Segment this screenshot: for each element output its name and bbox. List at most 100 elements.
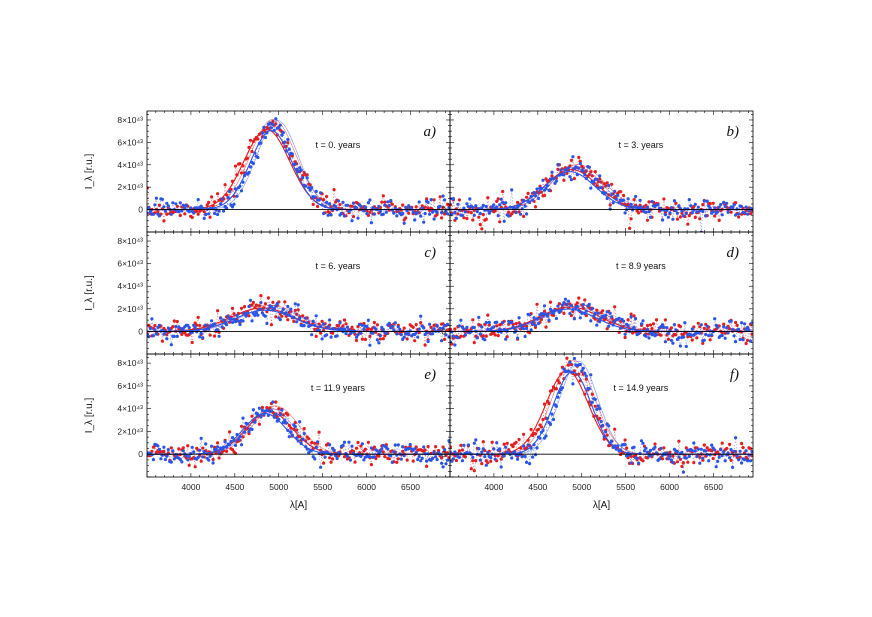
- x-tick-label: 5000: [269, 482, 288, 492]
- data-point-blue: [217, 450, 221, 455]
- data-point-blue: [347, 328, 351, 332]
- data-point-red: [341, 324, 345, 328]
- data-point-blue: [235, 194, 239, 198]
- data-point-red: [228, 430, 232, 434]
- data-point-blue: [338, 321, 342, 325]
- data-point-blue: [743, 211, 747, 215]
- data-point-blue: [262, 413, 266, 417]
- data-point-blue: [559, 308, 563, 312]
- data-point-blue: [348, 332, 353, 336]
- data-point-blue: [625, 454, 629, 458]
- data-point-blue: [371, 206, 375, 210]
- data-point-red: [434, 445, 438, 449]
- data-point-blue: [708, 206, 712, 210]
- data-point-blue: [323, 455, 327, 459]
- data-point-blue: [638, 198, 642, 202]
- data-point-blue: [572, 356, 577, 361]
- data-point-blue: [690, 327, 694, 331]
- model-curve-blue: [147, 120, 450, 210]
- data-point-blue: [204, 323, 208, 327]
- data-point-blue: [295, 167, 299, 171]
- data-point-blue: [296, 303, 300, 307]
- data-point-blue: [460, 213, 464, 217]
- panel-d: 0 t = 8.9 years d): [441, 231, 754, 355]
- data-point-blue: [268, 121, 272, 125]
- data-point-blue: [596, 404, 600, 408]
- data-point-blue: [222, 445, 226, 449]
- data-point-blue: [413, 218, 417, 222]
- data-point-red: [230, 448, 235, 452]
- data-point-blue: [741, 338, 745, 342]
- data-point-blue: [711, 210, 715, 214]
- data-point-blue: [545, 184, 550, 188]
- data-point-blue: [426, 339, 430, 344]
- data-point-blue: [562, 301, 566, 305]
- data-point-red: [623, 335, 627, 340]
- data-point-blue: [257, 406, 261, 410]
- data-point-blue: [677, 204, 681, 208]
- data-point-blue: [528, 462, 532, 466]
- data-point-blue: [589, 319, 593, 323]
- data-point-red: [360, 337, 364, 341]
- data-point-blue: [608, 207, 612, 211]
- data-point-blue: [226, 195, 230, 200]
- y-axis-label: I_λ [r.u.]: [84, 153, 95, 189]
- data-point-blue: [474, 438, 478, 442]
- data-point-blue: [238, 184, 242, 188]
- data-point-blue: [363, 205, 367, 209]
- data-point-red: [575, 301, 579, 305]
- data-point-red: [311, 202, 315, 206]
- data-point-blue: [269, 126, 273, 130]
- data-point-red: [329, 460, 333, 464]
- data-point-blue: [216, 212, 220, 217]
- data-point-blue: [731, 327, 735, 331]
- data-point-blue: [350, 444, 354, 448]
- data-point-blue: [289, 430, 293, 434]
- data-point-red: [286, 318, 290, 322]
- data-point-blue: [726, 331, 730, 335]
- data-point-blue: [225, 323, 229, 327]
- data-point-blue: [699, 323, 703, 327]
- x-tick-label: 6000: [357, 482, 376, 492]
- data-point-red: [686, 460, 690, 464]
- data-point-blue: [384, 332, 388, 336]
- data-point-red: [225, 193, 229, 197]
- data-point-red: [186, 444, 190, 448]
- y-tick-label: 8×10⁴³: [117, 358, 143, 368]
- data-point-blue: [253, 313, 257, 317]
- data-point-red: [748, 447, 753, 451]
- data-point-blue: [354, 335, 359, 339]
- data-point-blue: [192, 211, 196, 215]
- data-point-blue: [450, 450, 452, 455]
- data-point-blue: [698, 461, 702, 465]
- y-tick-label: 8×10⁴³: [117, 115, 143, 125]
- data-point-blue: [626, 197, 630, 201]
- data-point-blue: [401, 445, 405, 449]
- data-point-blue: [519, 323, 523, 327]
- data-point-blue: [545, 314, 550, 318]
- data-point-red: [556, 378, 560, 382]
- data-point-blue: [708, 329, 712, 333]
- data-point-blue: [601, 423, 605, 427]
- data-point-red: [750, 454, 753, 458]
- data-point-blue: [696, 447, 700, 451]
- data-point-blue: [272, 306, 276, 310]
- data-point-blue: [242, 430, 247, 434]
- data-point-red: [496, 197, 500, 201]
- data-point-blue: [416, 335, 420, 339]
- data-point-blue: [644, 210, 648, 214]
- data-point-blue: [598, 407, 602, 411]
- data-point-blue: [584, 176, 588, 181]
- data-point-blue: [683, 321, 687, 325]
- data-point-blue: [516, 336, 520, 340]
- data-point-blue: [669, 338, 674, 342]
- data-point-red: [395, 460, 399, 464]
- data-point-blue: [332, 448, 336, 453]
- data-point-blue: [150, 317, 154, 321]
- data-point-blue: [722, 325, 726, 329]
- data-point-blue: [431, 210, 435, 214]
- data-point-red: [268, 406, 272, 410]
- data-point-blue: [581, 366, 585, 370]
- data-point-blue: [283, 418, 287, 422]
- data-point-blue: [737, 458, 741, 462]
